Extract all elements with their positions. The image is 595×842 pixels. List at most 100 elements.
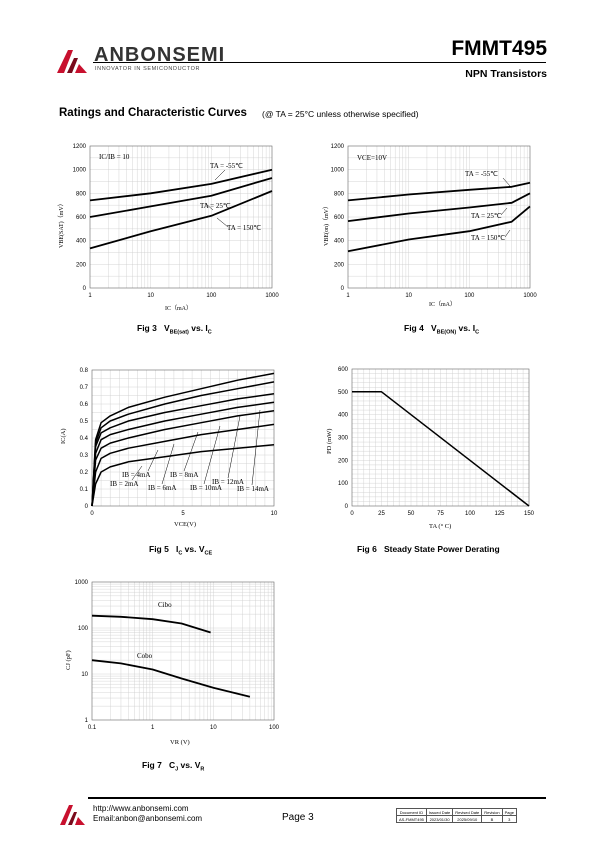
fig3-chart: 1 10 100 1000 0 200 400 600 800 1000 1200 IC/IB = … [58, 144, 280, 312]
fig5-series-line [91, 393, 275, 507]
fig4-xtick-label: 100 [464, 293, 475, 299]
footer-page: Page 3 [282, 812, 314, 823]
fig3-label-25: TA = 25℃ [200, 202, 231, 210]
fig6-xtick-label: 75 [437, 511, 444, 517]
fig4-xtick-label: 10 [405, 293, 412, 299]
doc-info-header: Revised Date [452, 808, 483, 816]
fig4-ytick-label: 200 [334, 262, 345, 268]
fig3-ytick-label: 800 [76, 191, 87, 197]
fig3-caption: Fig 3 VBE(sat) vs. IC [137, 323, 212, 336]
fig6-ytick-label: 0 [345, 504, 349, 510]
fig4-annotation: VCE=10V [357, 154, 387, 162]
fig5-label-4: IB = 4mA [122, 471, 150, 479]
footer-email[interactable]: Email:anbon@anbonsemi.com [93, 814, 203, 823]
fig5-series [91, 372, 275, 507]
fig6-plot-frame [351, 368, 530, 507]
fig6-ytick-label: 600 [338, 367, 349, 373]
header-rule [93, 62, 546, 63]
fig5-series-line [91, 401, 275, 507]
fig5-ytick-label: 0.1 [80, 487, 89, 493]
fig4-ytick-label: 400 [334, 239, 345, 245]
fig7-ytick-label: 10 [81, 672, 88, 678]
fig6-xtick-label: 125 [494, 511, 505, 517]
fig6-xtick-label: 25 [378, 511, 385, 517]
fig7-caption: Fig 7 CJ vs. VR [142, 760, 205, 773]
fig5-ytick-label: 0.6 [80, 402, 89, 408]
footer-rule [88, 797, 546, 799]
fig4-ytick-label: 800 [334, 191, 345, 197]
fig6-ytick-label: 200 [338, 458, 349, 464]
doc-info-value: 2023/01/30 [425, 815, 454, 823]
fig6-xtick-label: 100 [465, 511, 476, 517]
section-title: Ratings and Characteristic Curves [59, 107, 247, 119]
fig3-annotation: IC/IB = 10 [99, 153, 130, 161]
fig5-caption: Fig 5 IC vs. VCE [149, 544, 213, 557]
fig4-xlabel: IC（mA） [429, 301, 456, 308]
fig5-ytick-label: 0.3 [80, 453, 89, 459]
doc-info-header-row: Document ID Issued Date Revised Date Rev… [396, 808, 517, 816]
fig7-xtick-label: 0.1 [88, 725, 97, 731]
fig3-grid [90, 146, 272, 288]
fig4-series-line [347, 205, 531, 253]
doc-info-value-row: AS-FMMT495 2023/01/30 2025/09/10 B 3 [396, 815, 517, 823]
fig5-ytick-label: 0.5 [80, 419, 89, 425]
fig7-xlabel: VR (V) [170, 739, 190, 746]
fig3-label-150: TA = 150℃ [227, 224, 261, 232]
fig3-ytick-label: 400 [76, 239, 87, 245]
footer-url[interactable]: http://www.anbonsemi.com [93, 804, 189, 813]
fig7-xtick-label: 1 [151, 725, 155, 731]
fig3-series [89, 168, 273, 250]
fig3-ytick-label: 1200 [73, 144, 87, 150]
doc-info-header: Page [501, 808, 517, 816]
fig3-xtick-label: 100 [206, 293, 217, 299]
fig5-ytick-label: 0.4 [80, 436, 89, 442]
brand-tagline: INNOVATOR IN SEMICONDUCTOR [95, 66, 201, 72]
product-type: NPN Transistors [465, 68, 547, 80]
fig6-series-line [352, 391, 530, 507]
fig5-series-line [91, 381, 275, 507]
fig5-ylabel: IC(A) [60, 428, 67, 444]
doc-info-header: Revision [481, 808, 503, 816]
fig4-caption: Fig 4 VBE(ON) vs. IC [404, 323, 480, 336]
fig6-ytick-label: 400 [338, 413, 349, 419]
fig7-xtick-label: 10 [210, 725, 217, 731]
fig4-label-25: TA = 25℃ [471, 212, 502, 220]
fig7-grid [92, 582, 274, 720]
fig5-label-6: IB = 6mA [148, 484, 176, 492]
fig5-series-line [91, 423, 275, 507]
fig4-series [347, 181, 531, 253]
fig4-label-m55: TA = -55℃ [465, 170, 498, 178]
fig3-xtick-label: 1 [88, 293, 92, 299]
part-number: FMMT495 [451, 37, 547, 60]
fig5-label-12: IB = 12mA [212, 478, 244, 486]
fig4-ylabel: VBE(on)（mV） [323, 203, 330, 246]
fig5-label-8: IB = 8mA [170, 471, 198, 479]
fig6-ylabel: PD (mW) [326, 429, 333, 454]
brand-name: ANBONSEMI [94, 44, 226, 66]
fig6-xlabel: TA (° C) [429, 523, 451, 530]
fig3-ytick-label: 1000 [73, 168, 87, 174]
fig3-ytick-label: 0 [83, 286, 87, 292]
fig5-series-line [91, 410, 275, 507]
fig7-label-cobo: Cobo [137, 652, 153, 660]
doc-info-table: Document ID Issued Date Revised Date Rev… [396, 808, 517, 823]
logo-mark-icon [57, 50, 87, 73]
fig7-series-line [91, 659, 251, 698]
fig6-xtick-label: 0 [350, 511, 354, 517]
fig4-series-line [347, 181, 531, 202]
fig5-ticks: 0 5 10 0 0.1 0.2 0.3 0.4 0.5 0.6 0.7 0.8 [80, 368, 278, 517]
fig4-xtick-label: 1 [346, 293, 350, 299]
fig3-ticks: 1 10 100 1000 0 200 400 600 800 1000 1200 [73, 144, 280, 299]
fig6-caption: Fig 6 Steady State Power Derating [357, 544, 500, 554]
fig5-label-14: IB = 14mA [237, 485, 269, 493]
fig5-label-10: IB = 10mA [190, 484, 222, 492]
fig4-ticks: 1 10 100 1000 0 200 400 600 800 1000 1200 [331, 144, 538, 299]
doc-info-header: Issued Date [425, 808, 454, 816]
fig4-ytick-label: 0 [341, 286, 345, 292]
footer-logo-icon [60, 805, 85, 825]
fig6-ytick-label: 100 [338, 481, 349, 487]
fig4-series-line [347, 192, 531, 222]
